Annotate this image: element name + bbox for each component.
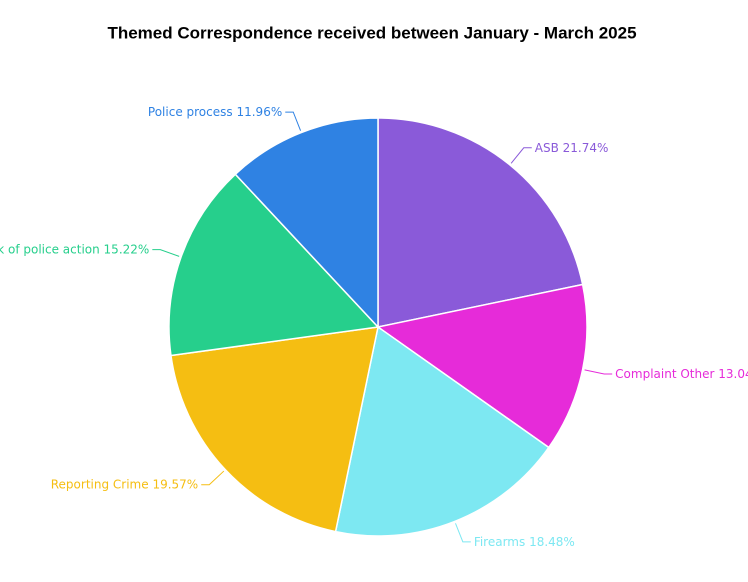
leader-line: [201, 470, 225, 486]
leader-line: [584, 369, 613, 375]
label-name: ASB: [535, 140, 559, 154]
slice-label: ASB 21.74%: [535, 140, 609, 154]
label-name: Reporting Crime: [51, 477, 149, 491]
label-value: 15.22%: [104, 242, 150, 256]
slice-label: Police process 11.96%: [148, 105, 282, 119]
leader-line: [152, 249, 180, 257]
pie-slice: [168, 173, 380, 357]
leader-line: [285, 111, 302, 131]
chart-title: Themed Correspondence received between J…: [107, 23, 636, 42]
pie-slice: [376, 283, 588, 449]
pie-slice: [334, 325, 550, 537]
slice-label: Reporting Crime 19.57%: [51, 477, 198, 491]
slice-label: Lack of police action 15.22%: [0, 242, 149, 256]
label-value: 21.74%: [563, 140, 609, 154]
label-value: 13.04%: [718, 366, 748, 380]
slice-label: Firearms 18.48%: [474, 534, 575, 548]
leader-line: [455, 523, 471, 543]
pie-slice: [377, 117, 584, 328]
label-value: 11.96%: [236, 105, 282, 119]
label-name: Lack of police action: [0, 242, 100, 256]
label-name: Firearms: [474, 534, 525, 548]
slice-label: Complaint Other 13.04%: [615, 366, 748, 380]
label-value: 19.57%: [152, 477, 198, 491]
label-name: Complaint Other: [615, 366, 714, 380]
label-value: 18.48%: [529, 534, 575, 548]
pie-slice: [170, 326, 379, 533]
leader-line: [510, 147, 532, 164]
pie-slice: [234, 117, 379, 329]
label-name: Police process: [148, 105, 233, 119]
